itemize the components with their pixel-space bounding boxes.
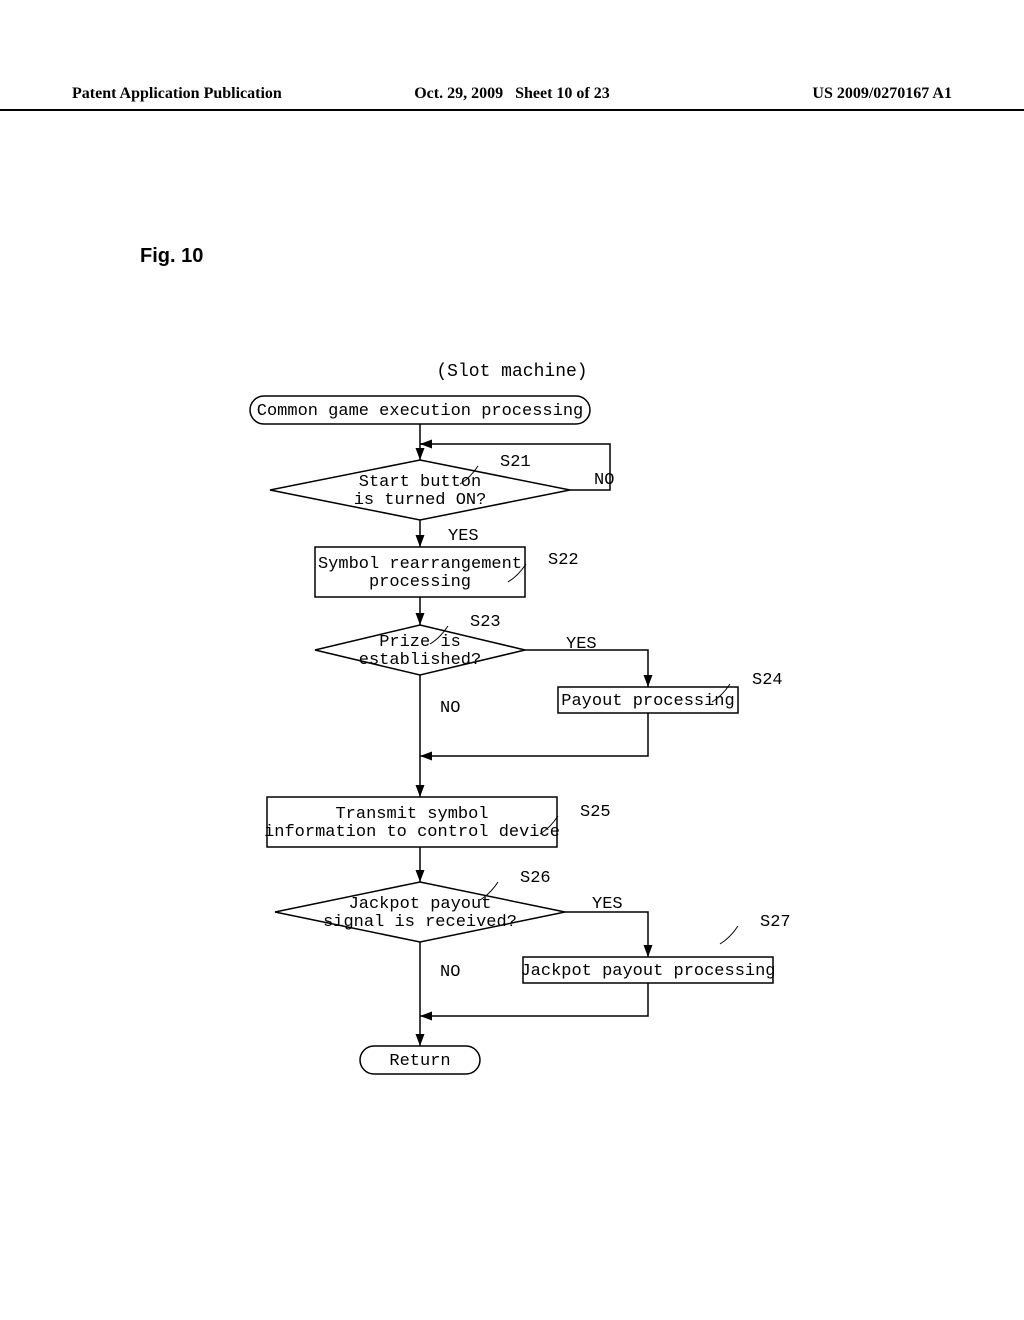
svg-text:YES: YES xyxy=(592,895,623,914)
svg-text:S24: S24 xyxy=(752,671,783,690)
svg-text:YES: YES xyxy=(566,635,597,654)
svg-text:Jackpot payoutsignal is receiv: Jackpot payoutsignal is received? xyxy=(323,895,517,932)
svg-text:NO: NO xyxy=(440,963,460,982)
svg-text:S21: S21 xyxy=(500,453,531,472)
svg-text:YES: YES xyxy=(448,527,479,546)
svg-text:S22: S22 xyxy=(548,551,579,570)
flowchart-canvas: Common game execution processing Start bu… xyxy=(0,0,1024,1320)
svg-text:Jackpot payout processing: Jackpot payout processing xyxy=(520,962,775,981)
svg-text:S27: S27 xyxy=(760,913,791,932)
svg-text:NO: NO xyxy=(440,699,460,718)
svg-text:Prize isestablished?: Prize isestablished? xyxy=(359,633,481,670)
svg-text:NO: NO xyxy=(594,471,614,490)
svg-text:S23: S23 xyxy=(470,613,501,632)
svg-text:Common game execution processi: Common game execution processing xyxy=(257,402,583,421)
page: Patent Application Publication Oct. 29, … xyxy=(0,0,1024,1320)
svg-text:S25: S25 xyxy=(580,803,611,822)
svg-text:Start buttonis turned ON?: Start buttonis turned ON? xyxy=(354,473,487,510)
svg-text:Symbol rearrangementprocessing: Symbol rearrangementprocessing xyxy=(318,555,522,592)
svg-text:Transmit symbolinformation to: Transmit symbolinformation to control de… xyxy=(264,805,560,842)
svg-text:S26: S26 xyxy=(520,869,551,888)
svg-text:Return: Return xyxy=(389,1052,450,1071)
svg-text:Payout processing: Payout processing xyxy=(561,692,734,711)
